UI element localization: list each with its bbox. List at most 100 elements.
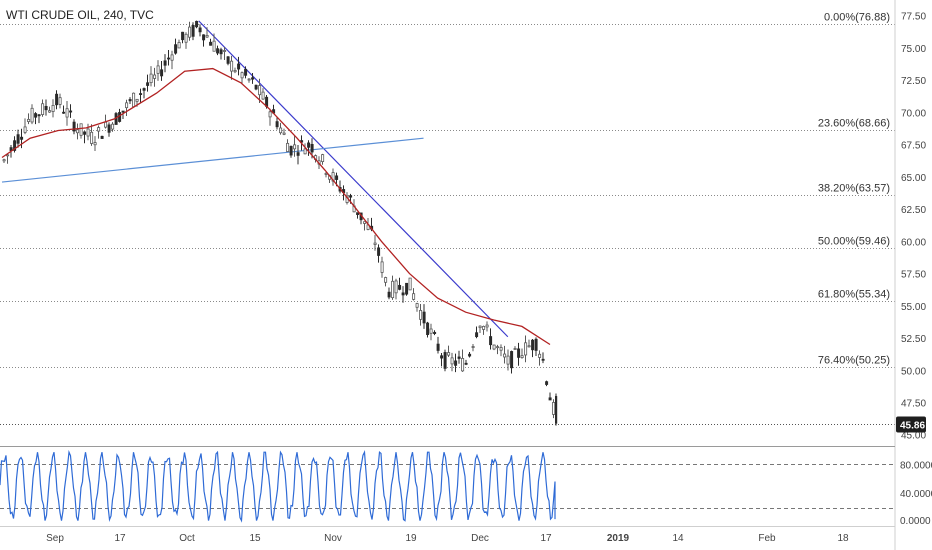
candle-body bbox=[254, 84, 258, 90]
price-tick-label: 72.50 bbox=[901, 76, 926, 87]
candle-body bbox=[230, 60, 234, 72]
candle-body bbox=[499, 347, 503, 351]
candle-body bbox=[520, 355, 524, 358]
candle-body bbox=[128, 99, 132, 102]
candle-body bbox=[436, 343, 440, 351]
candle-body bbox=[104, 121, 108, 128]
candle-body bbox=[86, 128, 90, 137]
candle-body bbox=[517, 348, 521, 358]
candle-body bbox=[205, 35, 209, 38]
trendline-layer[interactable] bbox=[1, 20, 509, 338]
candle-body bbox=[34, 113, 38, 118]
moving-average-layer bbox=[1, 67, 551, 346]
candle-body bbox=[72, 121, 76, 132]
candle-body bbox=[76, 129, 80, 134]
candle-body bbox=[482, 325, 486, 330]
candle-body bbox=[415, 303, 419, 308]
candle-body bbox=[391, 280, 395, 299]
candle-body bbox=[142, 88, 146, 91]
fib-labels: 0.00%(76.88) 23.60%(68.66) 38.20%(63.57) 50… bbox=[818, 12, 890, 367]
candle-body bbox=[552, 402, 556, 415]
time-tick-label: Nov bbox=[324, 533, 342, 544]
candle-body bbox=[198, 27, 202, 33]
candle-body bbox=[100, 135, 104, 139]
candle-body bbox=[531, 339, 535, 351]
candle-body bbox=[156, 65, 160, 74]
fib-level-label: 76.40%(50.25) bbox=[818, 355, 890, 367]
trendline-downtrend bbox=[198, 20, 509, 338]
candle-body bbox=[429, 328, 433, 334]
candle-body bbox=[121, 110, 125, 113]
trendline-uptrend bbox=[1, 137, 424, 183]
candle-body bbox=[191, 25, 195, 37]
fib-level-label: 38.20%(63.57) bbox=[818, 183, 890, 195]
price-tick-label: 62.50 bbox=[901, 205, 926, 216]
candle-body bbox=[268, 111, 272, 118]
time-tick-label: 17 bbox=[540, 533, 552, 544]
candle-body bbox=[380, 261, 384, 273]
candle-body bbox=[2, 159, 6, 162]
candle-body bbox=[335, 175, 339, 180]
chart-title: WTI CRUDE OIL, 240, TVC bbox=[6, 8, 154, 22]
time-tick-label: Sep bbox=[46, 533, 64, 544]
time-tick-label: Feb bbox=[758, 533, 776, 544]
candle-body bbox=[363, 221, 367, 224]
candle-body bbox=[181, 31, 185, 41]
candle-body bbox=[93, 142, 97, 146]
candle-body bbox=[457, 356, 461, 359]
candle-body bbox=[279, 127, 283, 134]
candle-body bbox=[212, 40, 216, 52]
candle-body bbox=[447, 352, 451, 356]
candle-body bbox=[394, 280, 398, 294]
candle-body bbox=[485, 324, 489, 328]
candle-body bbox=[233, 70, 237, 73]
candle-body bbox=[349, 195, 353, 198]
candle-body bbox=[247, 78, 251, 81]
candle-body bbox=[524, 342, 528, 356]
time-tick-label: 19 bbox=[405, 533, 417, 544]
candle-body bbox=[139, 93, 143, 95]
time-tick-label: Oct bbox=[179, 533, 195, 544]
candle-body bbox=[244, 69, 248, 76]
candle-body bbox=[58, 97, 62, 105]
candle-body bbox=[37, 114, 41, 117]
candle-body bbox=[545, 381, 549, 385]
candle-body bbox=[226, 56, 230, 64]
price-tick-label: 65.00 bbox=[901, 173, 926, 184]
candle-body bbox=[219, 49, 223, 55]
candle-body bbox=[310, 144, 314, 153]
candle-body bbox=[65, 108, 69, 118]
candle-body bbox=[132, 92, 136, 108]
candle-body bbox=[506, 355, 510, 365]
candle-body bbox=[146, 82, 150, 86]
candle-body bbox=[69, 110, 73, 113]
candle-body bbox=[51, 104, 55, 112]
price-tick-label: 67.50 bbox=[901, 141, 926, 152]
candle-body bbox=[160, 69, 164, 77]
candle-body bbox=[296, 152, 300, 156]
candle-body bbox=[240, 72, 244, 79]
price-tick-label: 77.50 bbox=[901, 12, 926, 23]
candle-body bbox=[125, 102, 129, 109]
candle-body bbox=[454, 360, 458, 366]
price-tick-label: 52.50 bbox=[901, 334, 926, 345]
candle-body bbox=[23, 126, 27, 133]
candle-body bbox=[170, 54, 174, 61]
candle-body bbox=[356, 212, 360, 215]
candle-body bbox=[188, 26, 192, 38]
time-tick-label: 14 bbox=[672, 533, 684, 544]
candle-body bbox=[97, 127, 101, 132]
candle-body bbox=[174, 44, 178, 54]
candle-body bbox=[513, 348, 517, 350]
fib-level-label: 0.00%(76.88) bbox=[824, 12, 890, 24]
price-axis[interactable]: 77.50 75.00 72.50 70.00 67.50 65.00 62.50 60.00… bbox=[894, 0, 926, 550]
fib-level-label: 23.60%(68.66) bbox=[818, 118, 890, 130]
candle-body bbox=[555, 396, 558, 424]
candle-body bbox=[387, 291, 391, 298]
oscillator-tick-label: 80.0000 bbox=[900, 460, 932, 471]
candle-body bbox=[261, 91, 265, 100]
oscillator-pane: 80.0000 40.0000 0.0000 bbox=[0, 446, 932, 527]
time-axis[interactable]: Sep 17 Oct 15 Nov 19 Dec 17 2019 14 Feb 18 bbox=[0, 526, 895, 545]
candle-body bbox=[377, 247, 381, 256]
